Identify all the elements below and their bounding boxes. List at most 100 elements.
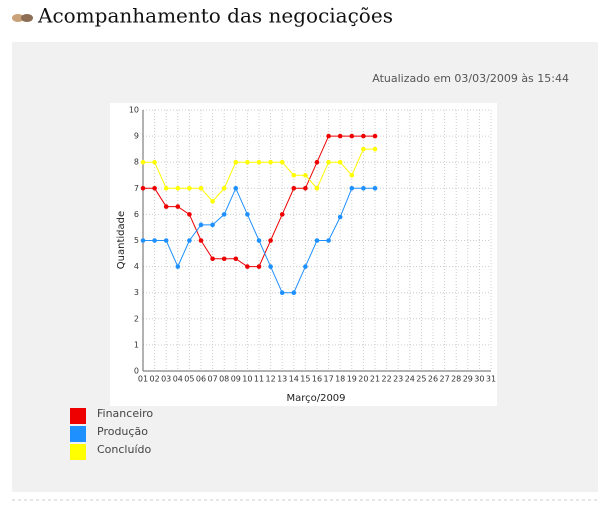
handshake-icon xyxy=(12,14,33,22)
data-point xyxy=(187,186,192,191)
x-tick-label: 22 xyxy=(382,375,392,384)
x-tick-label: 11 xyxy=(254,375,264,384)
data-point xyxy=(279,212,285,217)
data-point xyxy=(314,238,320,243)
data-point xyxy=(291,186,297,191)
data-point xyxy=(349,186,355,191)
data-point xyxy=(291,290,297,296)
data-point xyxy=(303,186,308,191)
data-point xyxy=(152,186,157,191)
data-point xyxy=(221,256,227,262)
x-tick-label: 24 xyxy=(405,375,415,384)
data-point xyxy=(326,238,331,243)
x-tick-label: 15 xyxy=(300,375,310,384)
legend-label: Concluído xyxy=(97,443,151,456)
data-point xyxy=(279,159,285,165)
data-point xyxy=(268,264,273,269)
x-tick-label: 19 xyxy=(347,375,357,384)
data-point xyxy=(175,204,181,209)
y-tick-label: 10 xyxy=(129,106,139,115)
y-tick-label: 8 xyxy=(134,158,139,167)
y-tick-label: 4 xyxy=(134,262,139,271)
data-point xyxy=(256,159,262,165)
data-point xyxy=(361,146,366,152)
data-point xyxy=(198,186,204,191)
data-point xyxy=(372,146,378,152)
x-tick-label: 08 xyxy=(219,375,229,384)
y-tick-label: 6 xyxy=(134,210,139,219)
data-point xyxy=(349,133,355,139)
y-tick-label: 7 xyxy=(134,184,139,193)
x-tick-label: 16 xyxy=(312,375,322,384)
data-point xyxy=(291,172,297,178)
x-tick-label: 10 xyxy=(242,375,252,384)
x-tick-label: 30 xyxy=(474,375,484,384)
data-point xyxy=(303,172,308,178)
data-point xyxy=(210,222,215,228)
data-point xyxy=(175,186,181,191)
data-point xyxy=(279,290,285,296)
data-point xyxy=(326,159,331,165)
chart-area xyxy=(110,103,497,406)
x-tick-label: 12 xyxy=(266,375,276,384)
data-point xyxy=(221,186,227,191)
data-point xyxy=(303,264,308,269)
data-point xyxy=(140,186,146,191)
data-point xyxy=(256,238,262,243)
x-tick-label: 23 xyxy=(393,375,403,384)
data-point xyxy=(245,264,250,269)
x-axis-title: Março/2009 xyxy=(286,393,345,404)
data-point xyxy=(372,186,378,191)
x-tick-label: 18 xyxy=(335,375,345,384)
x-tick-label: 17 xyxy=(324,375,334,384)
x-tick-label: 09 xyxy=(231,375,241,384)
data-point xyxy=(314,186,320,191)
x-tick-label: 06 xyxy=(196,375,206,384)
data-point xyxy=(268,159,273,165)
data-point xyxy=(233,159,239,165)
data-point xyxy=(233,256,239,262)
data-point xyxy=(187,238,192,243)
x-tick-label: 02 xyxy=(150,375,160,384)
data-point xyxy=(337,159,343,165)
data-point xyxy=(268,238,273,243)
legend-label: Financeiro xyxy=(97,407,153,420)
data-point xyxy=(372,133,378,139)
data-point xyxy=(175,264,181,269)
y-tick-label: 9 xyxy=(134,132,139,141)
data-point xyxy=(326,133,331,139)
data-point xyxy=(198,222,204,228)
data-point xyxy=(337,214,343,220)
page-title: Acompanhamento das negociações xyxy=(37,4,393,28)
data-point xyxy=(163,186,169,191)
data-point xyxy=(163,238,169,243)
data-point xyxy=(337,133,343,139)
x-tick-label: 31 xyxy=(486,375,496,384)
y-axis-title: Quantidade xyxy=(116,211,127,269)
y-tick-label: 1 xyxy=(134,340,139,349)
data-point xyxy=(314,159,320,165)
y-tick-label: 5 xyxy=(134,236,139,245)
x-tick-label: 01 xyxy=(138,375,148,384)
data-point xyxy=(140,238,146,243)
updated-text: Atualizado em 03/03/2009 às 15:44 xyxy=(372,72,569,85)
legend-label: Produção xyxy=(97,425,148,438)
x-tick-label: 25 xyxy=(416,375,426,384)
x-tick-label: 04 xyxy=(173,375,183,384)
data-point xyxy=(152,238,157,243)
legend-swatch xyxy=(70,444,86,460)
y-tick-label: 0 xyxy=(134,367,139,376)
x-tick-label: 26 xyxy=(428,375,438,384)
data-point xyxy=(245,159,250,165)
x-tick-label: 21 xyxy=(370,375,380,384)
data-point xyxy=(152,159,157,165)
data-point xyxy=(233,186,239,191)
x-tick-label: 27 xyxy=(440,375,450,384)
data-point xyxy=(187,212,192,217)
x-tick-label: 28 xyxy=(451,375,461,384)
data-point xyxy=(349,172,355,178)
x-tick-label: 07 xyxy=(208,375,218,384)
x-tick-label: 13 xyxy=(277,375,287,384)
